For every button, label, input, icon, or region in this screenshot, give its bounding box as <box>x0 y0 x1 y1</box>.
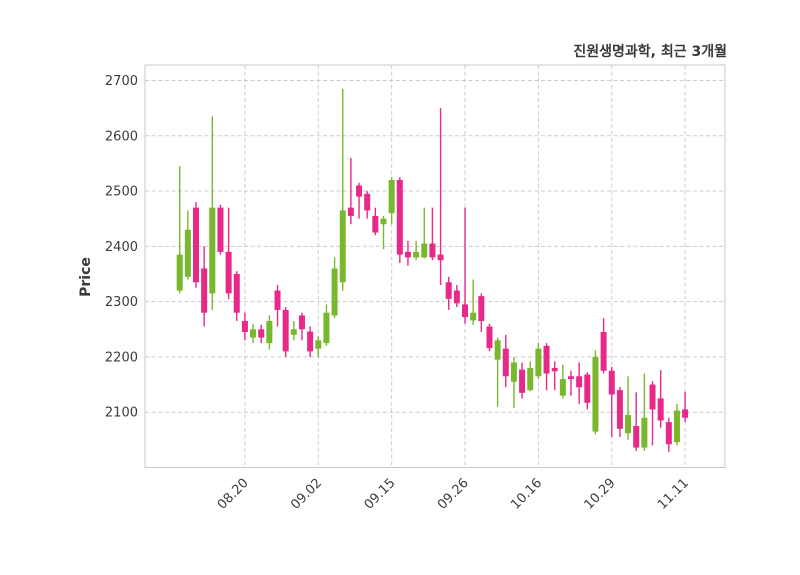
candle-body <box>510 362 517 382</box>
x-tick-label: 09.02 <box>288 476 325 513</box>
candle-body <box>396 180 403 255</box>
candle-body <box>323 312 330 344</box>
candle-body <box>567 376 574 380</box>
candle-body <box>527 367 534 391</box>
candle-body <box>608 370 615 395</box>
candle-body <box>290 329 297 335</box>
x-tick-label: 10.16 <box>508 476 545 513</box>
y-tick-label: 2200 <box>105 350 138 365</box>
candle-body <box>462 304 469 318</box>
candle-body <box>535 348 542 377</box>
x-tick-label: 08.20 <box>215 476 252 513</box>
candle-body <box>315 340 322 349</box>
candle-body <box>592 356 599 432</box>
candle-body <box>250 329 257 338</box>
candle-body <box>193 207 200 283</box>
candle-body <box>453 290 460 304</box>
candle-body <box>502 348 509 377</box>
candle-body <box>241 320 248 333</box>
y-tick-label: 2600 <box>105 129 138 144</box>
x-tick-label: 11.11 <box>655 476 692 513</box>
candle-body <box>429 243 436 258</box>
candle-body <box>551 367 558 372</box>
candle-body <box>307 331 314 352</box>
candle-body <box>372 215 379 233</box>
candle-body <box>625 414 632 434</box>
candle-body <box>380 218 387 225</box>
y-tick-label: 2100 <box>105 406 138 421</box>
candle-body <box>201 268 208 313</box>
candle-body <box>633 426 640 448</box>
candle-body <box>584 374 591 403</box>
candle-body <box>519 369 526 393</box>
candle-body <box>421 243 428 258</box>
candle-body <box>364 193 371 211</box>
candle-body <box>347 207 354 216</box>
candle-body <box>445 282 452 299</box>
candle-body <box>331 268 338 316</box>
y-tick-label: 2400 <box>105 240 138 255</box>
x-tick-label: 10.29 <box>582 476 619 513</box>
candle-body <box>266 320 273 344</box>
candle-body <box>217 207 224 252</box>
candle-body <box>258 329 265 338</box>
y-tick-label: 2500 <box>105 185 138 200</box>
candle-body <box>184 229 191 277</box>
candle-body <box>209 207 216 294</box>
candle-body <box>673 410 680 443</box>
candle-body <box>388 180 395 214</box>
candle-body <box>649 384 656 410</box>
candle-body <box>657 398 664 421</box>
candle-body <box>282 309 289 352</box>
candle-body <box>665 422 672 445</box>
candle-body <box>176 254 183 291</box>
candle-body <box>543 345 550 374</box>
candle-body <box>478 296 485 321</box>
y-tick-label: 2300 <box>105 295 138 310</box>
candle-body <box>641 417 648 448</box>
candle-body <box>404 251 411 258</box>
x-tick-label: 09.15 <box>362 476 399 513</box>
y-tick-label: 2700 <box>105 74 138 89</box>
candle-body <box>413 251 420 258</box>
candle-body <box>225 251 232 294</box>
candle-body <box>470 312 477 321</box>
plot-border <box>144 64 726 468</box>
candle-body <box>682 409 689 418</box>
candle-body <box>559 379 566 396</box>
candle-body <box>494 340 501 360</box>
candle-body <box>356 185 363 197</box>
candle-body <box>576 376 583 388</box>
candle-body <box>274 290 281 310</box>
candle-body <box>486 326 493 349</box>
candle-body <box>616 390 623 429</box>
y-axis-label: Price <box>78 257 94 297</box>
x-tick-label: 09.26 <box>435 476 472 513</box>
candle-body <box>339 210 346 283</box>
candle-body <box>600 332 607 371</box>
candle-body <box>437 254 444 261</box>
candle-body <box>233 273 240 313</box>
candle-body <box>298 315 305 330</box>
chart-title: 진원생명과학, 최근 3개월 <box>573 44 727 60</box>
